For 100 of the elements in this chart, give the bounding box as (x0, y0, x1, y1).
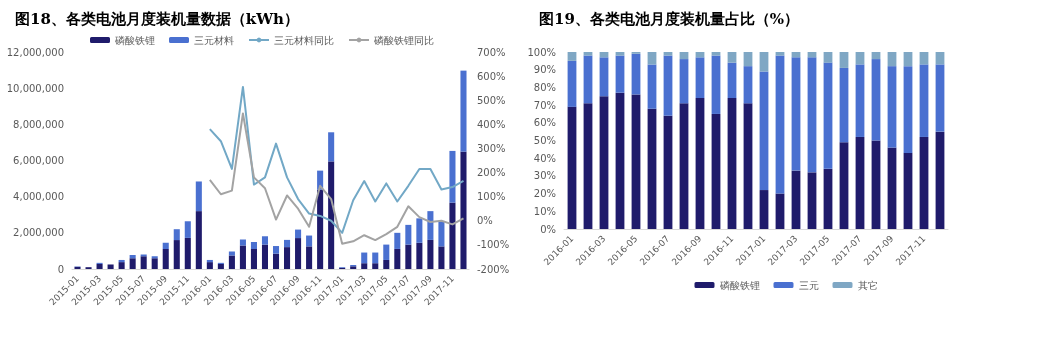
bar (261, 244, 269, 269)
bar (383, 259, 390, 269)
y-tick-label: 10% (533, 205, 556, 217)
bar (96, 263, 103, 269)
bar (239, 245, 246, 269)
chart-title: 图19、各类电池月度装机量占比（%） (539, 9, 800, 28)
bar (460, 70, 467, 152)
y-tick-label: 30% (533, 170, 556, 182)
bar (839, 142, 849, 229)
bar (695, 98, 705, 229)
bar (615, 52, 625, 56)
bar (807, 172, 817, 229)
bar (711, 113, 721, 229)
legend-label: 三元材料 (194, 34, 234, 46)
bar (427, 239, 434, 269)
bar (679, 103, 689, 229)
bar (775, 55, 785, 194)
y-tick-label: 80% (533, 81, 556, 93)
y-tick-label: 50% (533, 135, 556, 146)
bar (284, 239, 291, 248)
y2-tick-label: 200% (477, 167, 506, 179)
bar (306, 235, 313, 247)
bar (284, 247, 291, 269)
bar (460, 151, 467, 269)
bar (250, 242, 257, 250)
bar (567, 106, 577, 229)
bar (647, 64, 657, 109)
y-tick-label: 60% (533, 117, 556, 129)
line-series (208, 85, 465, 234)
y2-tick-label: 100% (477, 191, 506, 203)
bar (871, 59, 881, 141)
line-series (208, 112, 465, 245)
bar (416, 218, 423, 243)
bar (599, 96, 609, 229)
bar (759, 71, 769, 191)
bar (887, 147, 897, 229)
y-tick-label: 100% (527, 46, 556, 58)
bar (663, 55, 673, 116)
bar (903, 52, 913, 67)
y-tick-label: 4,000,000 (13, 191, 64, 203)
bar (250, 249, 257, 269)
bar (839, 52, 849, 68)
bar (306, 246, 313, 269)
bar (871, 140, 881, 229)
y-tick-label: 0% (540, 223, 556, 235)
bar (567, 60, 577, 107)
bar (711, 52, 721, 56)
bar (405, 244, 412, 269)
bar (328, 132, 335, 162)
bar (217, 263, 224, 269)
bar (855, 136, 865, 229)
bar (228, 251, 235, 256)
bar (935, 64, 945, 132)
bar (184, 221, 191, 238)
bar (449, 202, 456, 269)
bar (118, 262, 125, 269)
bar (295, 229, 302, 239)
bar (372, 252, 379, 264)
bar (823, 52, 833, 63)
bar (919, 64, 929, 137)
bar (887, 66, 897, 148)
y2-tick-label: 600% (477, 70, 506, 82)
bar (405, 224, 412, 245)
bar (887, 52, 897, 67)
bar (631, 94, 641, 229)
bar (855, 64, 865, 137)
bar (679, 59, 689, 104)
bar (759, 190, 769, 229)
bar (743, 103, 753, 229)
bar (416, 242, 423, 269)
bar (162, 242, 169, 250)
y2-tick-label: 0% (477, 215, 493, 227)
bar (151, 258, 158, 269)
legend-label: 磷酸铁锂同比 (373, 34, 434, 46)
bar (372, 263, 379, 269)
y2-tick-label: 500% (477, 94, 506, 106)
legend-label: 其它 (857, 279, 878, 291)
bar (791, 57, 801, 171)
bar (394, 232, 401, 249)
bar (184, 237, 191, 269)
bar (743, 52, 753, 67)
y2-tick-label: 300% (477, 142, 506, 154)
bar (129, 255, 136, 259)
bar (438, 246, 445, 269)
bar (711, 55, 721, 114)
y2-tick-label: -200% (477, 263, 510, 275)
bar (261, 236, 269, 245)
bar (823, 62, 833, 169)
bar (438, 220, 445, 247)
bar (173, 240, 180, 269)
y-tick-label: 20% (533, 188, 556, 200)
bar (903, 66, 913, 153)
bar (195, 211, 202, 269)
bar (272, 246, 280, 254)
bar (903, 152, 913, 229)
bar (383, 244, 390, 260)
bar (791, 170, 801, 229)
bar (129, 258, 136, 269)
bar (615, 55, 625, 93)
y-tick-label: 10,000,000 (6, 82, 64, 94)
